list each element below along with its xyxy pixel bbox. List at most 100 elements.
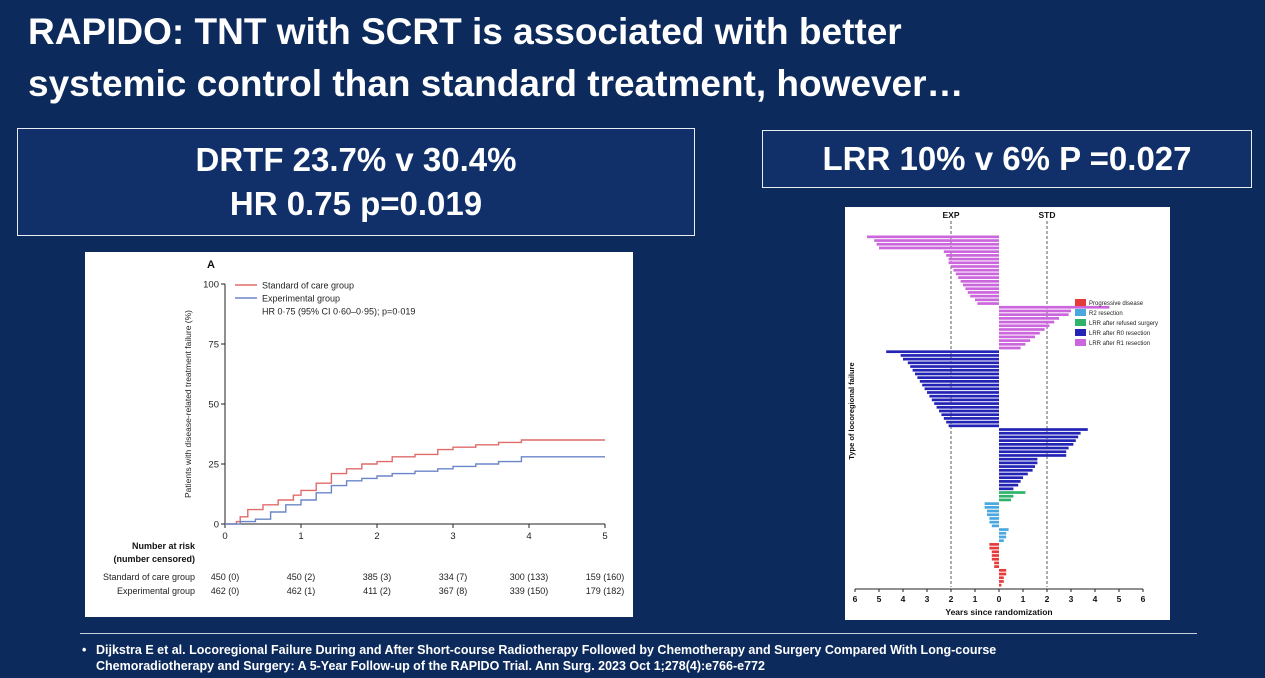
swimmer-bar — [999, 320, 1055, 324]
swimmer-x-tick-label: 5 — [1117, 594, 1122, 604]
swimmer-bar — [999, 339, 1031, 342]
swimmer-bar — [999, 572, 1007, 576]
swimmer-bar — [939, 409, 999, 413]
swimmer-bar — [989, 546, 999, 550]
swimmer-y-axis-label: Type of locoregional failure — [847, 362, 856, 459]
km-chart: A 0 25 50 75 100 0 1 2 3 4 5 Patients with disease-r… — [103, 259, 625, 596]
swimmer-x-tick-label: 6 — [1141, 594, 1146, 604]
swimmer-legend-swatch — [1075, 339, 1086, 346]
swimmer-x-tick-label: 3 — [1069, 594, 1074, 604]
swimmer-bar — [948, 261, 999, 265]
km-legend-label: Experimental group — [262, 294, 340, 304]
risk-cell: 334 (7) — [439, 572, 468, 582]
risk-cell: 462 (0) — [211, 586, 240, 596]
swimmer-bar — [970, 294, 999, 298]
risk-cell: 300 (133) — [510, 572, 549, 582]
swimmer-bar — [989, 520, 999, 524]
swimmer-bar — [987, 513, 999, 517]
km-y-tick-label: 0 — [214, 520, 219, 531]
drtf-stat-line2: HR 0.75 p=0.019 — [229, 185, 483, 222]
swimmer-bar — [999, 494, 1014, 498]
swimmer-bar — [991, 550, 999, 554]
swimmer-x-tick-label: 2 — [949, 594, 954, 604]
swimmer-bar — [999, 461, 1038, 465]
km-x-tick-label: 0 — [222, 531, 227, 542]
swimmer-bar — [989, 543, 999, 546]
swimmer-bar — [999, 568, 1007, 572]
swimmer-bar — [999, 454, 1067, 457]
km-panel-label: A — [207, 259, 215, 271]
swimmer-bar — [999, 346, 1021, 350]
swimmer-bar — [922, 383, 999, 387]
swimmer-bar — [991, 524, 999, 528]
swimmer-bar — [943, 417, 999, 420]
swimmer-bar — [999, 483, 1019, 487]
reference-line-label: EXP — [942, 210, 959, 220]
footnote-bullet: • — [82, 643, 87, 657]
swimmer-bar — [924, 387, 999, 391]
swimmer-x-tick-label: 4 — [901, 594, 906, 604]
risk-table-header: Number at risk — [132, 541, 196, 551]
swimmer-legend-label: LRR after R0 resection — [1089, 331, 1150, 337]
km-x-tick-label: 3 — [450, 531, 455, 542]
footnote: • Dijkstra E et al. Locoregional Failure… — [82, 642, 1176, 674]
swimmer-bar — [955, 272, 999, 276]
swimmer-bar — [999, 576, 1004, 580]
swimmer-bar — [917, 376, 999, 380]
km-x-tick-label: 2 — [374, 531, 379, 542]
swimmer-bar — [999, 317, 1059, 320]
swimmer-legend-label: R2 resection — [1089, 311, 1123, 317]
swimmer-bar — [910, 365, 999, 368]
swimmer-bar — [999, 328, 1045, 331]
swimmer-bar — [999, 487, 1014, 491]
swimmer-bar — [999, 457, 1038, 461]
swimmer-bar — [967, 291, 999, 294]
swimmer-bar — [999, 583, 1002, 587]
footnote-line1: Dijkstra E et al. Locoregional Failure D… — [96, 643, 997, 657]
reference-line-label: STD — [1039, 210, 1056, 220]
swimmer-bar — [991, 554, 999, 557]
swimmer-bar — [948, 424, 999, 428]
swimmer-bar — [886, 350, 999, 354]
footer-divider — [80, 633, 1197, 634]
risk-cell: 179 (182) — [586, 586, 625, 596]
swimmer-bar — [927, 391, 999, 394]
swimmer-chart: Type of locoregional failure EXP STD 6 5 4 3 2 1… — [847, 210, 1158, 617]
swimmer-bar — [999, 498, 1011, 502]
swimmer-bar — [953, 268, 999, 272]
swimmer-x-tick-label: 1 — [1021, 594, 1026, 604]
swimmer-legend-label: LRR after R1 resection — [1089, 341, 1150, 347]
lrr-stat-text: LRR 10% v 6% P =0.027 — [822, 140, 1192, 177]
km-series-standard — [225, 439, 605, 525]
swimmer-bar — [919, 380, 999, 383]
swimmer-bar — [999, 472, 1028, 476]
swimmer-bar — [965, 287, 999, 291]
swimmer-bar — [951, 265, 999, 268]
swimmer-bar — [999, 450, 1067, 454]
swimmer-x-tick-label: 3 — [925, 594, 930, 604]
swimmer-x-tick-label: 2 — [1045, 594, 1050, 604]
swimmer-bar — [999, 491, 1026, 494]
swimmer-bar — [999, 465, 1035, 468]
swimmer-bar — [999, 535, 1007, 539]
swimmer-bar — [999, 476, 1023, 480]
swimmer-bar — [999, 435, 1079, 439]
swimmer-bar — [999, 439, 1076, 442]
swimmer-bar — [989, 517, 999, 520]
swimmer-x-tick-label: 5 — [877, 594, 882, 604]
swimmer-legend-label: LRR after refused surgery — [1089, 321, 1158, 327]
slide-title-line1: RAPIDO: TNT with SCRT is associated with… — [28, 11, 902, 52]
swimmer-bar — [903, 357, 999, 361]
slide-title-line2: systemic control than standard treatment… — [28, 63, 964, 104]
swimmer-bar — [984, 502, 999, 505]
risk-cell: 159 (160) — [586, 572, 625, 582]
km-y-tick-label: 100 — [203, 280, 219, 291]
swimmer-bar — [948, 257, 999, 261]
risk-row-label: Standard of care group — [103, 572, 195, 582]
km-legend-label: Standard of care group — [262, 281, 354, 291]
risk-row-label: Experimental group — [117, 586, 195, 596]
swimmer-bar — [984, 505, 999, 509]
swimmer-bar — [936, 405, 999, 409]
swimmer-bar — [999, 468, 1033, 472]
swimmer-chart-panel: Type of locoregional failure EXP STD 6 5 4 3 2 1… — [845, 207, 1170, 620]
